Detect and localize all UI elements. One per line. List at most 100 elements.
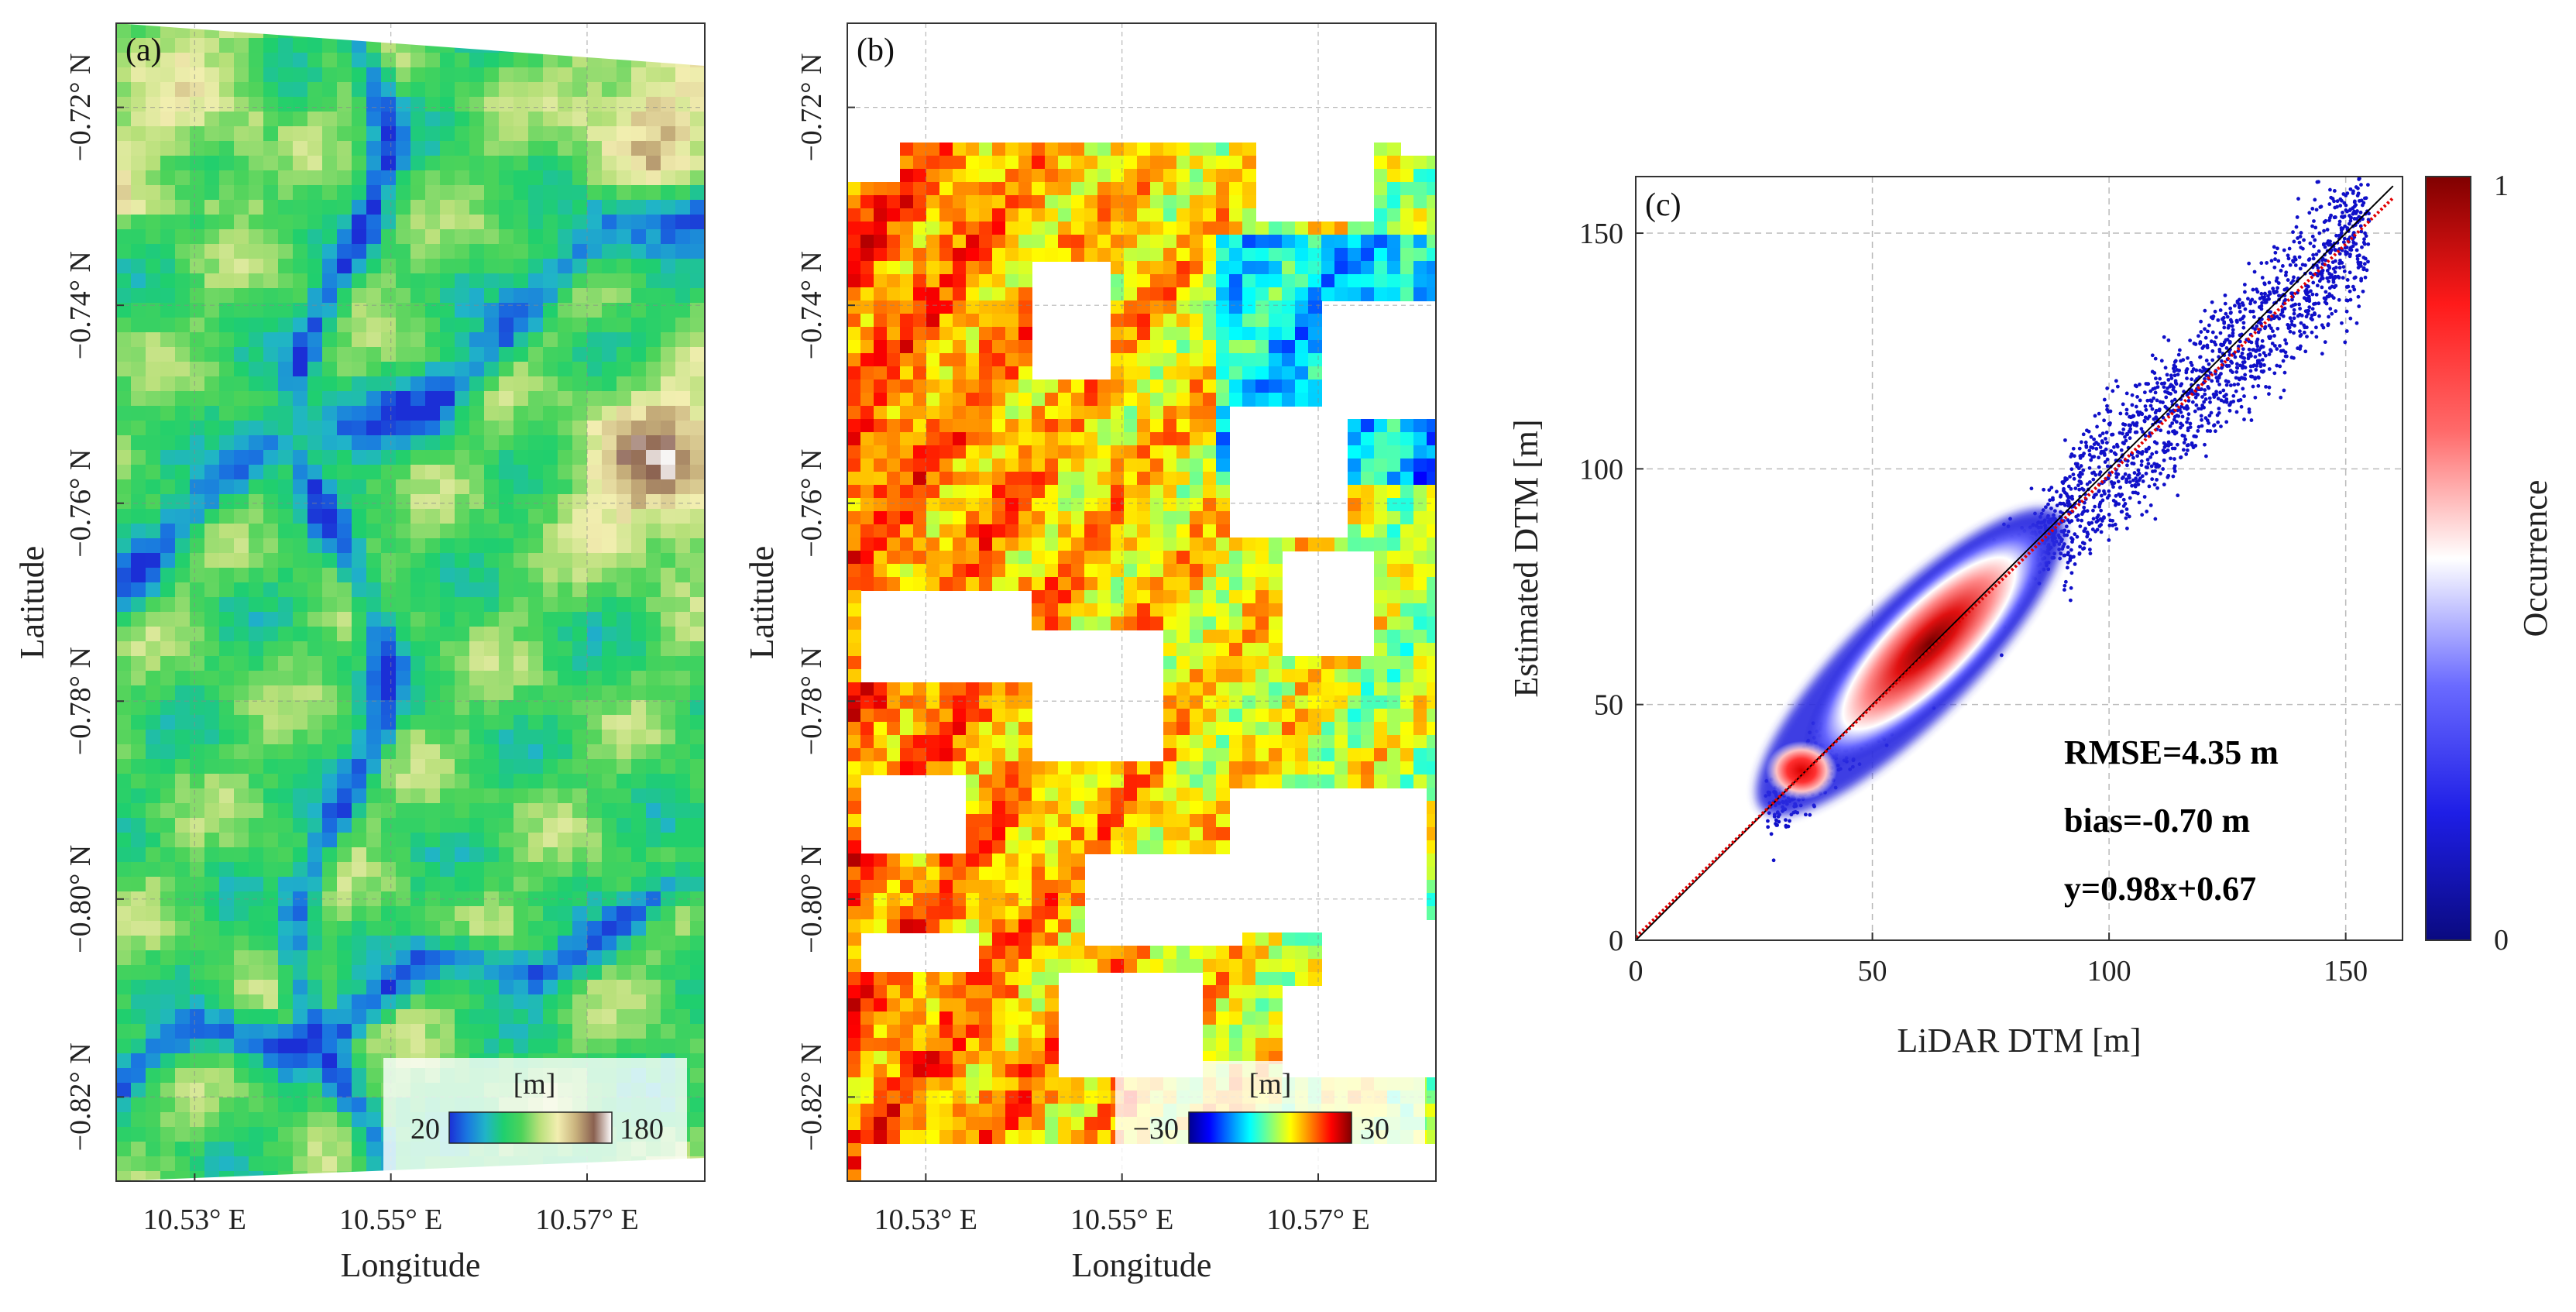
terrain-cell	[263, 1068, 279, 1084]
terrain-cell	[410, 67, 426, 83]
terrain-cell	[219, 671, 235, 686]
terrain-cell	[322, 376, 338, 392]
terrain-cell	[278, 229, 294, 245]
terrain-cell	[293, 421, 308, 436]
error-cell	[900, 366, 914, 380]
terrain-cell	[617, 641, 632, 657]
terrain-cell	[366, 53, 382, 68]
terrain-cell	[587, 112, 603, 127]
terrain-cell	[469, 509, 485, 524]
terrain-cell	[219, 524, 235, 539]
terrain-cell	[455, 465, 470, 480]
error-cell	[1295, 669, 1309, 683]
terrain-cell	[116, 38, 132, 53]
error-cell	[1084, 524, 1098, 538]
terrain-cell	[661, 906, 676, 922]
terrain-cell	[484, 612, 500, 627]
error-cell	[939, 314, 953, 328]
terrain-cell	[690, 627, 705, 642]
error-cell	[992, 853, 1006, 867]
terrain-cell	[263, 318, 279, 333]
terrain-cell	[469, 450, 485, 465]
error-cell	[1321, 274, 1335, 288]
terrain-cell	[617, 82, 632, 98]
error-cell	[1137, 156, 1151, 170]
error-cell	[979, 485, 993, 499]
terrain-cell	[484, 818, 500, 833]
error-cell	[1387, 222, 1401, 235]
error-cell	[1018, 327, 1032, 341]
terrain-cell	[366, 82, 382, 98]
error-cell	[1348, 261, 1362, 275]
terrain-cell	[204, 421, 220, 436]
terrain-cell	[337, 288, 352, 304]
terrain-cell	[322, 759, 338, 774]
terrain-cell	[116, 259, 132, 274]
terrain-cell	[204, 215, 220, 230]
terrain-cell	[440, 244, 455, 259]
error-cell	[926, 735, 940, 749]
terrain-cell	[175, 641, 191, 657]
terrain-cell	[410, 435, 426, 451]
error-cell	[1176, 169, 1190, 183]
error-cell	[847, 432, 861, 446]
terrain-cell	[602, 97, 617, 112]
error-cell	[992, 301, 1006, 314]
terrain-cell	[558, 347, 573, 362]
terrain-cell	[528, 141, 544, 156]
error-cell	[979, 695, 993, 709]
terrain-cell	[675, 700, 691, 716]
terrain-cell	[366, 465, 382, 480]
terrain-cell	[322, 1097, 338, 1113]
error-cell	[1400, 617, 1414, 630]
terrain-cell	[293, 53, 308, 68]
terrain-cell	[690, 332, 705, 348]
error-cell	[874, 695, 888, 709]
error-cell	[992, 195, 1006, 209]
error-cell	[926, 156, 940, 170]
terrain-cell	[602, 980, 617, 995]
terrain-cell	[131, 1068, 146, 1084]
terrain-cell	[410, 421, 426, 436]
error-cell	[1137, 366, 1151, 380]
terrain-cell	[558, 877, 573, 892]
terrain-cell	[219, 200, 235, 215]
terrain-cell	[249, 170, 264, 186]
terrain-cell	[190, 568, 205, 583]
error-cell	[1032, 524, 1046, 538]
error-cell	[926, 327, 940, 341]
terrain-cell	[190, 362, 205, 377]
error-cell	[1295, 287, 1309, 301]
terrain-cell	[572, 259, 588, 274]
error-cell	[966, 274, 980, 288]
terrain-cell	[572, 347, 588, 362]
error-cell	[1255, 735, 1269, 749]
terrain-cell	[690, 421, 705, 436]
error-cell	[847, 867, 861, 881]
terrain-cell	[558, 921, 573, 936]
error-cell	[1216, 222, 1230, 235]
terrain-cell	[293, 744, 308, 760]
terrain-cell	[366, 803, 382, 819]
terrain-cell	[661, 421, 676, 436]
terrain-cell	[190, 450, 205, 465]
terrain-cell	[513, 612, 529, 627]
terrain-cell	[558, 759, 573, 774]
error-cell	[874, 261, 888, 275]
terrain-cell	[249, 774, 264, 789]
a-y-tick-label: −0.72° N	[64, 53, 97, 162]
error-cell	[992, 709, 1006, 723]
error-cell	[1216, 695, 1230, 709]
error-cell	[1242, 669, 1256, 683]
terrain-cell	[146, 259, 161, 274]
error-cell	[1413, 722, 1427, 736]
terrain-cell	[381, 847, 397, 863]
terrain-cell	[469, 303, 485, 318]
error-cell	[992, 169, 1006, 183]
terrain-cell	[513, 833, 529, 848]
terrain-cell	[513, 141, 529, 156]
error-cell	[1229, 603, 1243, 617]
error-cell	[1045, 380, 1059, 393]
terrain-cell	[366, 1097, 382, 1113]
terrain-cell	[307, 1039, 323, 1054]
